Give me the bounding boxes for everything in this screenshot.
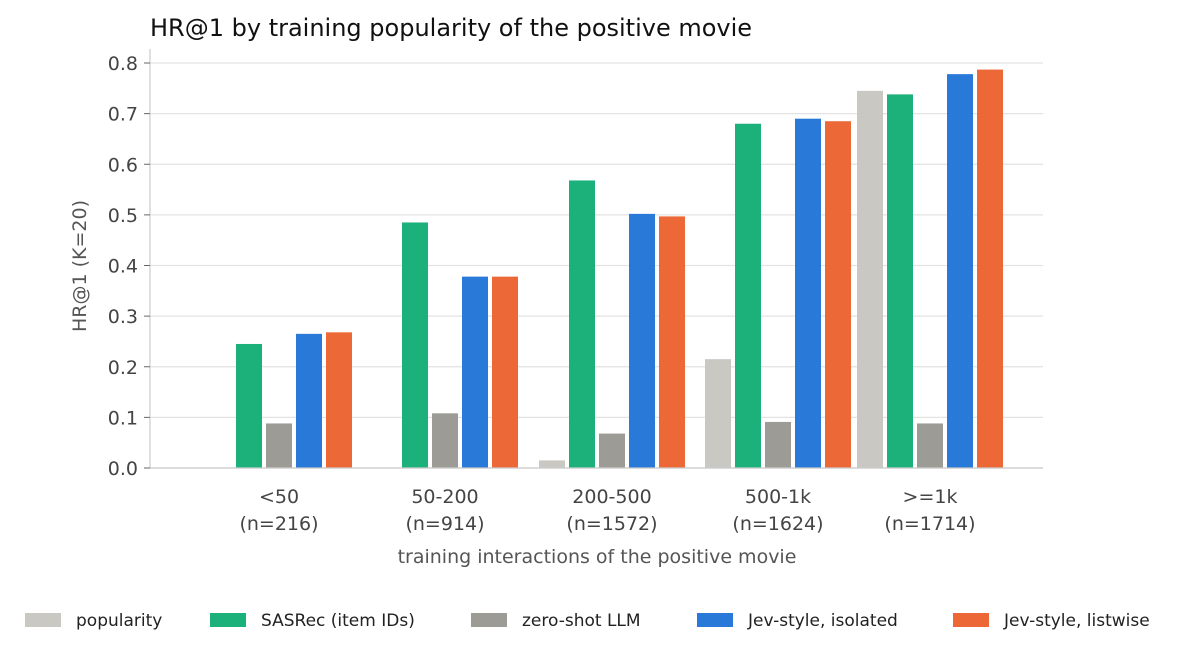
axes xyxy=(149,49,1043,469)
bar xyxy=(629,213,655,468)
y-tick-label: 0.2 xyxy=(108,357,138,379)
y-ticks: 0.0 0.1 0.2 0.3 0.4 0.5 0.6 0.7 0.8 xyxy=(108,53,150,480)
y-tick-label: 0.5 xyxy=(108,205,138,227)
y-tick-label: 0.4 xyxy=(108,256,138,278)
x-tick-sublabel: (n=1624) xyxy=(732,513,823,535)
chart-title: HR@1 by training popularity of the posit… xyxy=(150,14,752,42)
x-tick-label: >=1k xyxy=(903,486,958,508)
x-tick-sublabel: (n=914) xyxy=(405,513,484,535)
bar xyxy=(857,90,883,468)
y-axis-label: HR@1 (K=20) xyxy=(69,200,91,332)
x-ticks: <50 (n=216) 50-200 (n=914) 200-500 (n=1572) 50… xyxy=(239,486,975,535)
legend-swatch xyxy=(471,613,507,627)
legend: popularity SASRec (item IDs) zero-shot LLM… xyxy=(25,611,1150,631)
bar xyxy=(296,333,322,468)
bar xyxy=(795,118,821,468)
legend-swatch xyxy=(953,613,989,627)
y-tick-label: 0.0 xyxy=(108,458,138,480)
bar xyxy=(705,359,731,468)
x-tick-label: 200-500 xyxy=(572,486,651,508)
bar xyxy=(462,276,488,468)
x-tick-label: 50-200 xyxy=(411,486,478,508)
bar xyxy=(917,423,943,468)
legend-label: popularity xyxy=(76,611,162,631)
legend-swatch xyxy=(697,613,733,627)
bar xyxy=(659,216,685,468)
x-axis-label: training interactions of the positive mo… xyxy=(398,546,797,568)
bar xyxy=(887,94,913,468)
bar xyxy=(236,343,262,468)
x-tick-sublabel: (n=1572) xyxy=(566,513,657,535)
bar xyxy=(266,423,292,468)
legend-swatch xyxy=(210,613,246,627)
x-tick-label: <50 xyxy=(259,486,299,508)
bar xyxy=(402,222,428,468)
legend-label: zero-shot LLM xyxy=(522,611,641,631)
legend-label: Jev-style, isolated xyxy=(747,611,898,631)
bar xyxy=(825,121,851,468)
bar xyxy=(492,276,518,468)
bar xyxy=(326,332,352,468)
bar xyxy=(432,413,458,468)
bar xyxy=(947,74,973,468)
bar xyxy=(765,421,791,468)
x-tick-sublabel: (n=216) xyxy=(239,513,318,535)
legend-label: SASRec (item IDs) xyxy=(261,611,415,631)
y-tick-label: 0.1 xyxy=(108,407,138,429)
y-tick-label: 0.7 xyxy=(108,104,138,126)
x-tick-sublabel: (n=1714) xyxy=(884,513,975,535)
bar xyxy=(569,180,595,468)
bar xyxy=(977,69,1003,469)
legend-label: Jev-style, listwise xyxy=(1003,611,1150,631)
y-tick-label: 0.3 xyxy=(108,306,138,328)
bar xyxy=(599,433,625,468)
bar xyxy=(539,460,565,468)
x-tick-label: 500-1k xyxy=(745,486,811,508)
y-tick-label: 0.8 xyxy=(108,53,138,75)
bar xyxy=(735,123,761,468)
bars xyxy=(236,69,1003,469)
legend-swatch xyxy=(25,613,61,627)
y-tick-label: 0.6 xyxy=(108,154,138,176)
